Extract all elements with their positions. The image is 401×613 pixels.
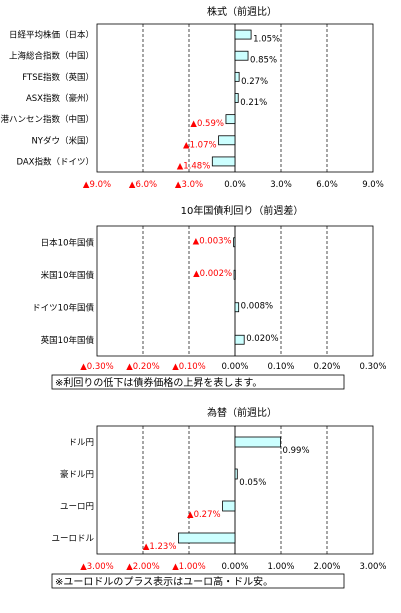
note-box bbox=[51, 573, 345, 589]
bar bbox=[234, 93, 239, 103]
bar bbox=[234, 29, 252, 40]
tick-label: 9.0% bbox=[362, 180, 384, 190]
tick-label: ▲0.10% bbox=[172, 362, 206, 372]
bar bbox=[233, 269, 236, 280]
chart-3: 為替（前週比） ▲3.00% ▲2.00% ▲1.00% 0.00% 1.00% 2.00%… bbox=[51, 406, 387, 589]
category-label: FTSE指数（英国） bbox=[22, 72, 94, 83]
category-label: ドイツ10年国債 bbox=[32, 302, 94, 313]
category-label: ユーロ円 bbox=[60, 502, 94, 512]
note-box bbox=[51, 374, 345, 390]
bar bbox=[234, 71, 240, 82]
category-label: 香港ハンセン指数（中国） bbox=[0, 114, 94, 125]
bar bbox=[234, 302, 240, 313]
data-label: 0.008% bbox=[241, 301, 273, 311]
data-label: ▲0.002% bbox=[193, 269, 232, 279]
chart-note: ※利回りの低下は債券価格の上昇を表します。 bbox=[55, 376, 262, 389]
tick-label: 2.00% bbox=[313, 562, 340, 572]
category-label: 日本10年国債 bbox=[41, 237, 95, 248]
data-label: ▲1.23% bbox=[143, 542, 177, 552]
chart-note: ※ユーロドルのプラス表示はユーロ高・ドル安。 bbox=[55, 575, 273, 588]
tick-label: ▲6.0% bbox=[129, 180, 157, 190]
chart-2: 10年国債利回り（前週差） ▲0.30% ▲0.20% ▲0.10% 0.00% 0.10… bbox=[32, 204, 387, 390]
category-label: NYダウ（米国） bbox=[31, 135, 94, 146]
category-label: DAX指数（ドイツ） bbox=[16, 156, 94, 167]
chart-title: 為替（前週比） bbox=[207, 406, 277, 419]
tick-label: 0.0% bbox=[224, 180, 246, 190]
data-label: 0.99% bbox=[283, 446, 310, 456]
category-label: 豪ドル円 bbox=[60, 469, 94, 480]
category-label: 英国10年国債 bbox=[41, 335, 95, 346]
tick-label: 3.0% bbox=[270, 180, 292, 190]
tick-label: ▲3.00% bbox=[80, 562, 114, 572]
bar bbox=[222, 500, 236, 512]
chart-title: 10年国債利回り（前週差） bbox=[181, 204, 304, 217]
tick-label: ▲3.0% bbox=[175, 180, 203, 190]
tick-label: 1.00% bbox=[267, 562, 294, 572]
tick-label: ▲1.00% bbox=[172, 562, 206, 572]
bar bbox=[233, 237, 236, 248]
bar bbox=[234, 334, 245, 345]
data-label: ▲0.27% bbox=[187, 510, 221, 520]
category-label: 日経平均株価（日本） bbox=[9, 30, 94, 41]
data-label: ▲1.48% bbox=[177, 161, 211, 171]
data-label: 0.27% bbox=[241, 77, 268, 87]
tick-label: 6.0% bbox=[316, 180, 338, 190]
bar bbox=[234, 436, 281, 448]
data-label: 1.05% bbox=[253, 35, 280, 45]
tick-label: 0.00% bbox=[221, 562, 248, 572]
bar bbox=[234, 50, 249, 61]
category-label: ASX指数（豪州） bbox=[26, 93, 94, 104]
data-label: ▲1.07% bbox=[183, 140, 217, 150]
category-label: 米国10年国債 bbox=[41, 270, 95, 281]
data-label: 0.05% bbox=[239, 478, 266, 488]
tick-label: 0.20% bbox=[313, 362, 340, 372]
tick-label: ▲2.00% bbox=[126, 562, 160, 572]
tick-label: 0.10% bbox=[267, 362, 294, 372]
chart-1: 株式（前週比） ▲9.0% ▲6.0% ▲3.0% 0.0% 3.0% 6.0% 9.0% 日経… bbox=[0, 5, 384, 190]
data-label: ▲0.003% bbox=[193, 236, 232, 246]
data-label: 0.85% bbox=[250, 56, 277, 66]
category-label: 上海総合指数（中国） bbox=[9, 51, 94, 62]
data-label: 0.21% bbox=[240, 98, 267, 108]
tick-label: 0.00% bbox=[221, 362, 248, 372]
chart-title: 株式（前週比） bbox=[207, 5, 277, 18]
data-label: 0.020% bbox=[246, 334, 278, 344]
bar bbox=[234, 468, 238, 480]
bar bbox=[218, 135, 236, 146]
tick-label: 0.30% bbox=[359, 362, 386, 372]
tick-label: ▲9.0% bbox=[83, 180, 111, 190]
tick-label: ▲0.30% bbox=[80, 362, 114, 372]
tick-label: ▲0.20% bbox=[126, 362, 160, 372]
category-label: ドル円 bbox=[68, 438, 94, 448]
tick-label: 3.00% bbox=[359, 562, 386, 572]
bar bbox=[211, 156, 236, 167]
bar bbox=[225, 114, 236, 125]
category-label: ユーロドル bbox=[51, 534, 94, 544]
data-label: ▲0.59% bbox=[190, 119, 224, 129]
bar bbox=[178, 532, 236, 544]
